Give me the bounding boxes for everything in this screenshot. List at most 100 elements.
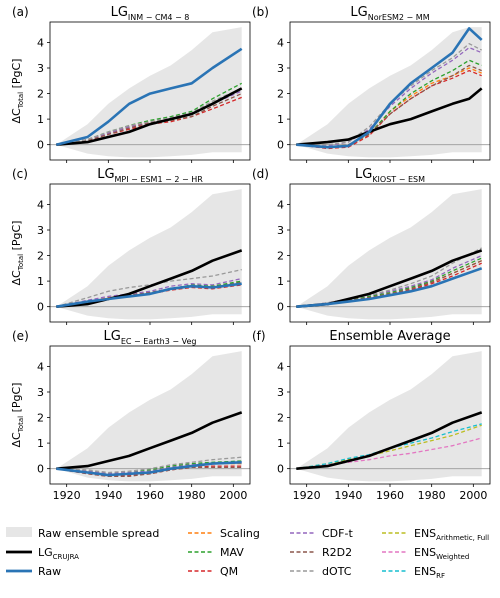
- y-tick-label: 2: [37, 88, 44, 101]
- panel-title: LGNorESM2 − MM: [350, 5, 429, 22]
- legend-label-spread: Raw ensemble spread: [38, 527, 159, 540]
- y-tick-label: 3: [37, 62, 44, 75]
- y-axis-label: ΔCTotal [PgC]: [10, 59, 25, 124]
- panel-b: 0 1 2 3 4 (b) LGNorESM2 − MM: [252, 5, 491, 163]
- y-tick-label: 1: [277, 275, 284, 288]
- series-ensW: [296, 437, 482, 470]
- y-tick-label: 2: [277, 250, 284, 263]
- x-tick-label: 2000: [219, 489, 247, 502]
- y-tick-label: 1: [37, 437, 44, 450]
- y-tick-label: 3: [277, 386, 284, 399]
- y-tick-label: 0: [37, 139, 44, 152]
- series-raw: [296, 267, 483, 308]
- series-cru: [296, 87, 483, 146]
- x-tick-label: 1960: [376, 489, 404, 502]
- svg-text:ΔCTotal [PgC]: ΔCTotal [PgC]: [10, 59, 25, 124]
- panel-title: LGKIOST − ESM: [355, 167, 425, 184]
- spread-band: [56, 189, 242, 320]
- panel-d: 0 1 2 3 4 (d) LGKIOST − ESM: [252, 167, 491, 325]
- panel-title: LGMPI − ESM1 − 2 − HR: [97, 167, 203, 184]
- x-tick-label: 1920: [293, 489, 321, 502]
- y-tick-label: 4: [277, 198, 284, 211]
- x-tick-label: 1940: [94, 489, 122, 502]
- series-cru: [296, 411, 483, 470]
- legend-label-ensR: ENSRF: [414, 565, 445, 580]
- series-raw: [296, 27, 483, 149]
- y-tick-label: 4: [37, 198, 44, 211]
- series-cru: [56, 249, 243, 308]
- spread-band: [296, 189, 482, 320]
- series-raw: [55, 47, 243, 146]
- legend-label-ensA: ENSArithmetic, Full: [414, 527, 489, 542]
- y-tick-label: 0: [277, 139, 284, 152]
- x-tick-label: 1960: [136, 489, 164, 502]
- panel-label: (e): [12, 329, 29, 343]
- y-tick-label: 2: [277, 412, 284, 425]
- panel-label: (a): [12, 5, 29, 19]
- panel-label: (b): [252, 5, 269, 19]
- series-cdft: [56, 277, 242, 308]
- plot-area: [50, 189, 250, 320]
- y-tick-label: 1: [37, 275, 44, 288]
- series-cdft: [296, 255, 482, 308]
- panel-f: 0 1 2 3 4 1920 1940 1960 1980 2000 (f) Ensemble Ave…: [252, 329, 491, 502]
- series-raw: [56, 282, 242, 308]
- y-tick-label: 2: [277, 88, 284, 101]
- y-tick-label: 4: [277, 36, 284, 49]
- panel-label: (d): [252, 167, 269, 181]
- y-tick-label: 0: [277, 301, 284, 314]
- panel-label: (f): [252, 329, 266, 343]
- svg-text:ΔCTotal [PgC]: ΔCTotal [PgC]: [10, 383, 25, 448]
- series-cru: [56, 411, 243, 470]
- series-mav: [56, 460, 242, 475]
- y-tick-label: 4: [37, 360, 44, 373]
- series-cru: [56, 87, 243, 146]
- plot-area: [290, 27, 490, 158]
- spread-band: [296, 351, 482, 482]
- spread-band: [56, 351, 242, 482]
- legend-label-dotc: dOTC: [322, 565, 352, 578]
- series-ensA: [296, 424, 482, 470]
- panel-e: 0 1 2 3 4 1920 1940 1960 1980 2000 (e) LGEC − Earth…: [10, 329, 251, 502]
- legend-label-scaling: Scaling: [220, 527, 260, 540]
- legend-label-r2d2: R2D2: [322, 546, 352, 559]
- y-tick-label: 3: [277, 62, 284, 75]
- y-tick-label: 1: [277, 113, 284, 126]
- y-axis-label: ΔCTotal [PgC]: [10, 383, 25, 448]
- panel-title: LGEC − Earth3 − Veg: [104, 329, 197, 346]
- series-qm: [56, 96, 242, 146]
- plot-area: [290, 351, 490, 482]
- panel-label: (c): [12, 167, 28, 181]
- y-tick-label: 4: [37, 36, 44, 49]
- y-tick-label: 3: [277, 224, 284, 237]
- panel-c: 0 1 2 3 4 (c) LGMPI − ESM1 − 2 − HR ΔCTotal [Pg…: [10, 167, 251, 325]
- series-raw: [56, 461, 242, 477]
- y-tick-label: 0: [37, 301, 44, 314]
- legend-label-mav: MAV: [220, 546, 244, 559]
- x-tick-label: 1920: [53, 489, 81, 502]
- svg-text:ΔCTotal [PgC]: ΔCTotal [PgC]: [10, 221, 25, 286]
- y-tick-label: 3: [37, 224, 44, 237]
- plot-area: [50, 27, 250, 158]
- series-dotc: [56, 456, 242, 474]
- plot-area: [50, 351, 250, 482]
- y-axis-label: ΔCTotal [PgC]: [10, 221, 25, 286]
- series-dotc: [296, 43, 482, 146]
- x-tick-label: 1980: [418, 489, 446, 502]
- panel-title: Ensemble Average: [329, 329, 450, 344]
- panel-a: 0 1 2 3 4 (a) LGINM − CM4 − 8 ΔCTotal [PgC]: [10, 5, 251, 163]
- y-tick-label: 2: [37, 250, 44, 263]
- legend-label-qm: QM: [220, 565, 238, 578]
- series-dotc: [56, 87, 242, 146]
- legend: Raw ensemble spread LGCRUJRA Raw Scaling MAV…: [6, 527, 489, 580]
- y-tick-label: 0: [277, 463, 284, 476]
- y-tick-label: 1: [37, 113, 44, 126]
- y-tick-label: 1: [277, 437, 284, 450]
- x-tick-label: 1940: [334, 489, 362, 502]
- spread-band: [296, 27, 482, 158]
- legend-label-raw: Raw: [38, 565, 61, 578]
- y-tick-label: 0: [37, 463, 44, 476]
- series-mav: [296, 257, 482, 308]
- plot-area: [290, 189, 490, 320]
